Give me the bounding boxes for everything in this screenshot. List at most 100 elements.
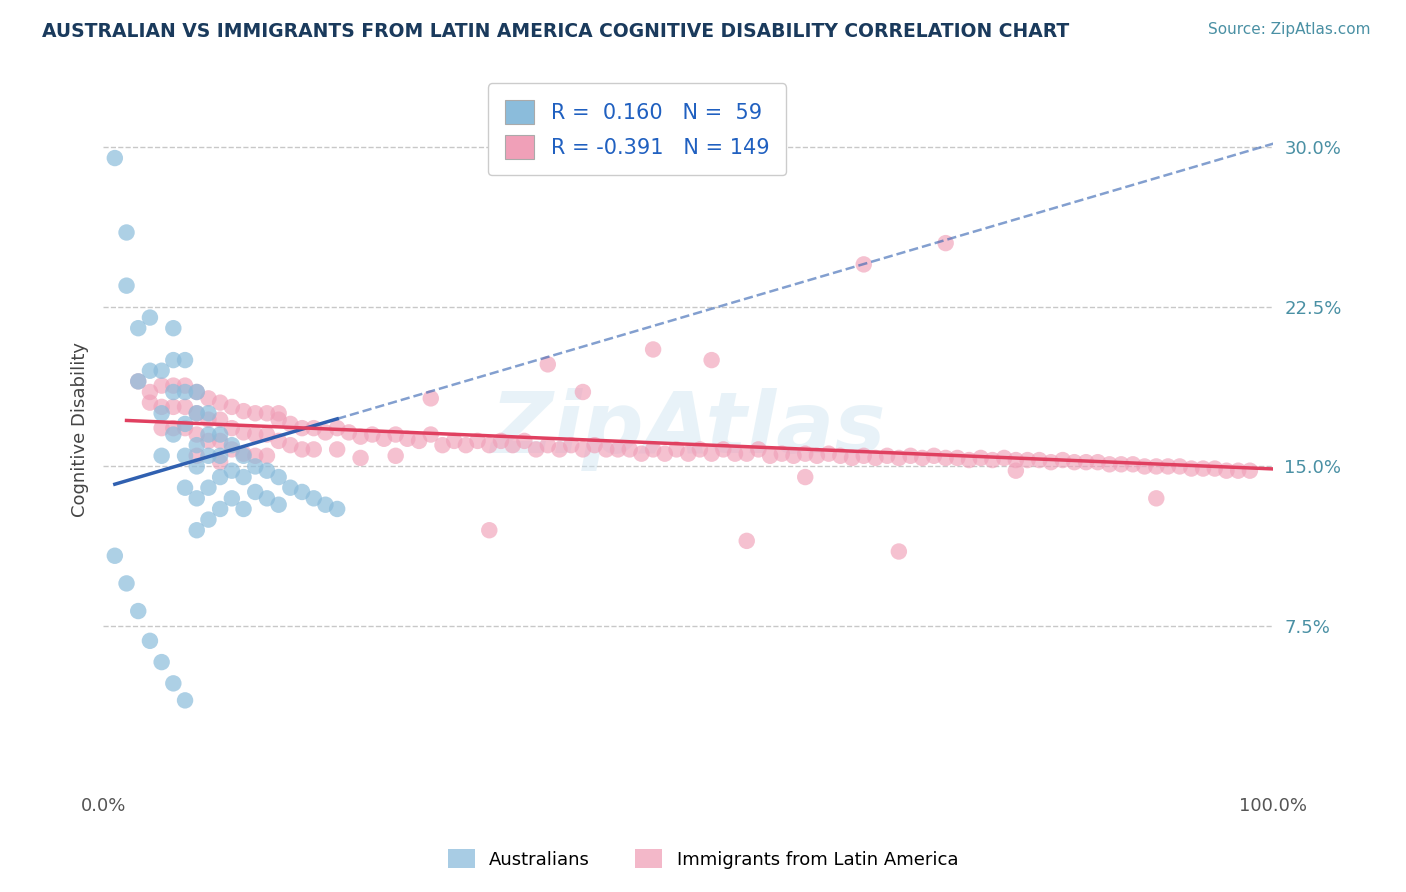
Point bbox=[174, 481, 197, 495]
Point bbox=[1239, 464, 1261, 478]
Point bbox=[922, 449, 945, 463]
Point bbox=[221, 464, 243, 478]
Point bbox=[245, 449, 267, 463]
Point bbox=[209, 470, 232, 484]
Text: AUSTRALIAN VS IMMIGRANTS FROM LATIN AMERICA COGNITIVE DISABILITY CORRELATION CHA: AUSTRALIAN VS IMMIGRANTS FROM LATIN AMER… bbox=[42, 22, 1070, 41]
Point bbox=[256, 427, 278, 442]
Point bbox=[1122, 458, 1144, 472]
Point bbox=[174, 421, 197, 435]
Point bbox=[1144, 459, 1167, 474]
Point bbox=[643, 343, 665, 357]
Point bbox=[150, 400, 173, 414]
Point bbox=[537, 438, 560, 452]
Point bbox=[221, 442, 243, 457]
Point bbox=[197, 513, 219, 527]
Point bbox=[162, 421, 184, 435]
Point bbox=[209, 427, 232, 442]
Point bbox=[174, 417, 197, 431]
Point bbox=[782, 449, 804, 463]
Point bbox=[280, 417, 302, 431]
Point bbox=[700, 447, 723, 461]
Point bbox=[537, 357, 560, 371]
Point bbox=[115, 226, 138, 240]
Point bbox=[384, 449, 406, 463]
Point bbox=[911, 450, 934, 465]
Point bbox=[162, 378, 184, 392]
Point bbox=[326, 442, 349, 457]
Point bbox=[186, 523, 208, 537]
Point bbox=[256, 464, 278, 478]
Point bbox=[852, 257, 875, 271]
Point bbox=[186, 491, 208, 506]
Legend: Australians, Immigrants from Latin America: Australians, Immigrants from Latin Ameri… bbox=[440, 841, 966, 876]
Point bbox=[432, 438, 454, 452]
Point bbox=[735, 533, 758, 548]
Point bbox=[794, 447, 817, 461]
Point bbox=[186, 406, 208, 420]
Point bbox=[619, 442, 641, 457]
Point bbox=[150, 406, 173, 420]
Point bbox=[654, 447, 676, 461]
Point bbox=[817, 447, 839, 461]
Point bbox=[162, 321, 184, 335]
Point bbox=[806, 449, 828, 463]
Point bbox=[209, 395, 232, 409]
Point bbox=[267, 434, 290, 448]
Point bbox=[396, 432, 419, 446]
Point bbox=[291, 442, 314, 457]
Point bbox=[876, 449, 898, 463]
Point bbox=[1017, 453, 1039, 467]
Point bbox=[150, 378, 173, 392]
Point bbox=[186, 438, 208, 452]
Point bbox=[174, 693, 197, 707]
Point bbox=[1005, 464, 1028, 478]
Point bbox=[291, 421, 314, 435]
Point bbox=[373, 432, 395, 446]
Point bbox=[115, 278, 138, 293]
Point bbox=[607, 442, 630, 457]
Point bbox=[302, 442, 325, 457]
Point bbox=[993, 450, 1015, 465]
Point bbox=[900, 449, 922, 463]
Point bbox=[186, 406, 208, 420]
Point bbox=[841, 450, 863, 465]
Point bbox=[186, 459, 208, 474]
Point bbox=[209, 502, 232, 516]
Point bbox=[197, 406, 219, 420]
Point bbox=[1087, 455, 1109, 469]
Point bbox=[1063, 455, 1085, 469]
Point bbox=[302, 491, 325, 506]
Point bbox=[384, 427, 406, 442]
Point bbox=[1133, 459, 1156, 474]
Point bbox=[887, 450, 910, 465]
Point bbox=[232, 449, 254, 463]
Point bbox=[162, 676, 184, 690]
Point bbox=[1144, 491, 1167, 506]
Point bbox=[794, 470, 817, 484]
Point bbox=[981, 453, 1004, 467]
Point bbox=[267, 406, 290, 420]
Point bbox=[221, 421, 243, 435]
Point bbox=[209, 455, 232, 469]
Point bbox=[245, 485, 267, 500]
Point bbox=[162, 353, 184, 368]
Point bbox=[314, 498, 336, 512]
Point bbox=[256, 491, 278, 506]
Point bbox=[349, 430, 371, 444]
Point bbox=[127, 375, 149, 389]
Point bbox=[174, 449, 197, 463]
Point bbox=[502, 438, 524, 452]
Point bbox=[852, 449, 875, 463]
Point bbox=[830, 449, 852, 463]
Point bbox=[186, 384, 208, 399]
Point bbox=[408, 434, 430, 448]
Point bbox=[267, 498, 290, 512]
Point bbox=[256, 449, 278, 463]
Point bbox=[572, 384, 595, 399]
Point bbox=[104, 549, 127, 563]
Point bbox=[104, 151, 127, 165]
Point bbox=[139, 364, 162, 378]
Point bbox=[221, 491, 243, 506]
Point bbox=[489, 434, 512, 448]
Point bbox=[232, 404, 254, 418]
